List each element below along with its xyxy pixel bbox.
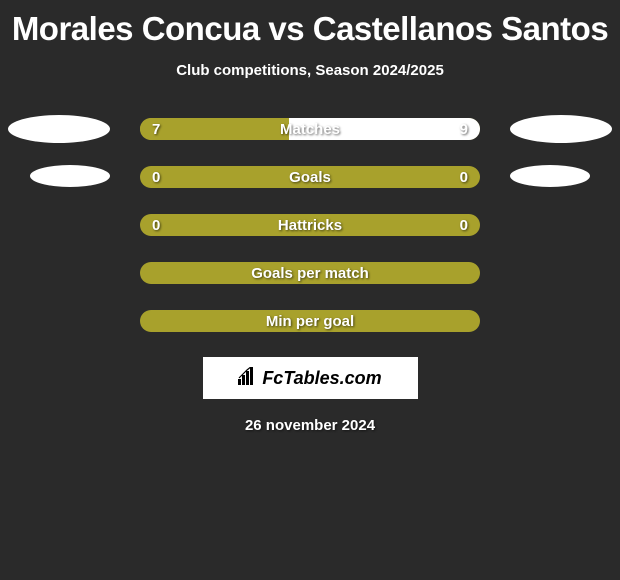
stat-row: 0 Hattricks 0 [0, 213, 620, 237]
stat-row: Min per goal [0, 309, 620, 333]
stat-bar: 7 Matches 9 [140, 118, 480, 140]
right-value: 0 [460, 169, 468, 186]
stat-label: Goals [289, 169, 331, 186]
stat-label: Goals per match [251, 265, 369, 282]
stat-label: Matches [280, 121, 340, 138]
date-text: 26 november 2024 [0, 417, 620, 434]
stat-label: Min per goal [266, 313, 354, 330]
left-value: 7 [152, 121, 160, 138]
comparison-title: Morales Concua vs Castellanos Santos [0, 0, 620, 48]
logo-text: FcTables.com [262, 368, 381, 389]
stat-bar: 0 Goals 0 [140, 166, 480, 188]
logo-box: FcTables.com [203, 357, 418, 399]
left-value: 0 [152, 169, 160, 186]
stat-bar: Goals per match [140, 262, 480, 284]
stat-row: 0 Goals 0 [0, 165, 620, 189]
stat-row: Goals per match [0, 261, 620, 285]
stat-row: 7 Matches 9 [0, 117, 620, 141]
right-pill [510, 115, 612, 143]
stat-bar: Min per goal [140, 310, 480, 332]
chart-icon [238, 367, 258, 390]
right-value: 9 [460, 121, 468, 138]
stat-label: Hattricks [278, 217, 342, 234]
right-value: 0 [460, 217, 468, 234]
right-pill [510, 165, 590, 187]
stat-rows: 7 Matches 9 0 Goals 0 0 Hattricks 0 Goals per mat… [0, 117, 620, 333]
left-value: 0 [152, 217, 160, 234]
stat-bar: 0 Hattricks 0 [140, 214, 480, 236]
comparison-subtitle: Club competitions, Season 2024/2025 [0, 62, 620, 79]
left-pill [8, 115, 110, 143]
left-pill [30, 165, 110, 187]
fill-left [140, 118, 289, 140]
